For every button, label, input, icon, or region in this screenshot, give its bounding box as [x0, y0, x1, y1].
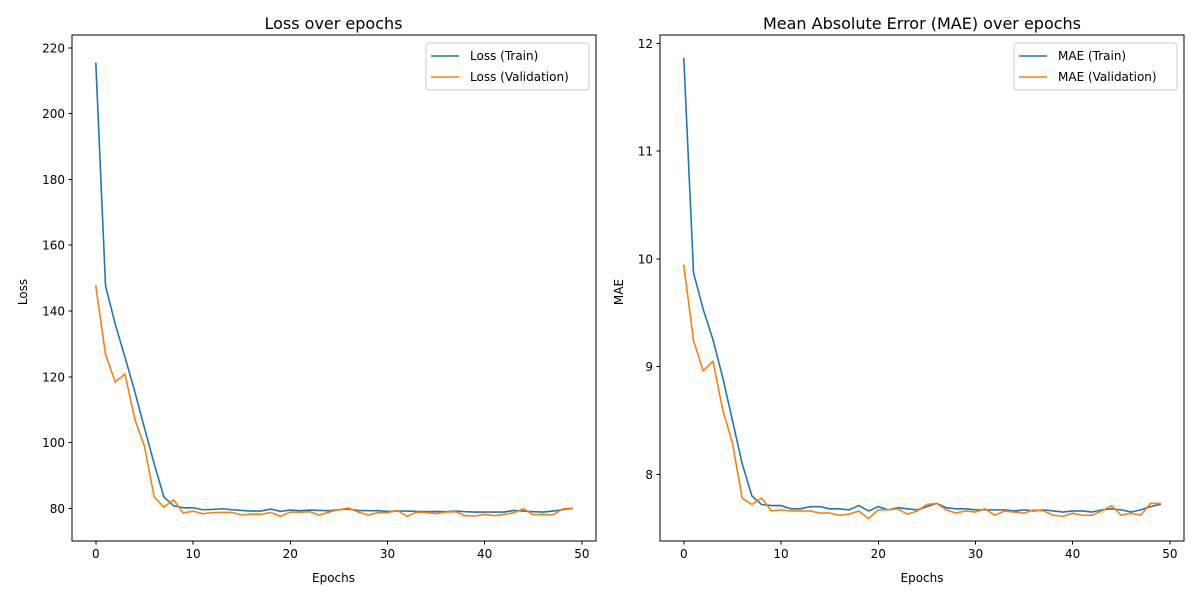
loss-ytick-label-220: 220: [42, 41, 65, 55]
mae-ytick-label-10: 10: [638, 252, 653, 266]
loss-ytick-label-160: 160: [42, 239, 65, 253]
mae-xtick-label-50: 50: [1162, 547, 1177, 561]
loss-series-train-line: [94, 62, 574, 513]
mae-chart-ticks: 0 10 20 30 40 50 8 9 10 11 12: [638, 37, 1178, 561]
mae-legend-box: [1013, 42, 1178, 91]
mae-series-validation-line: [682, 264, 1161, 520]
mae-chart-frame: [659, 34, 1185, 542]
loss-series-validation-line: [94, 285, 574, 518]
mae-series-train-line: [682, 57, 1162, 513]
mae-xtick-label-30: 30: [968, 547, 983, 561]
loss-chart-ylabel: Loss: [16, 279, 30, 305]
loss-ytick-label-80: 80: [50, 502, 65, 516]
loss-chart-title: Loss over epochs: [264, 14, 402, 33]
loss-xtick-label-20: 20: [283, 547, 298, 561]
mae-chart-legend: MAE (Train) MAE (Validation): [1013, 42, 1178, 91]
loss-xtick-label-10: 10: [185, 547, 200, 561]
mae-xtick-label-10: 10: [773, 547, 788, 561]
mae-xtick-label-20: 20: [871, 547, 886, 561]
loss-chart-ticks: 0 10 20 30 40 50 80 100 120 140 160 180 200 220: [42, 41, 589, 561]
mae-ytick-label-11: 11: [638, 145, 653, 159]
loss-ytick-label-120: 120: [42, 370, 65, 384]
mae-chart-ylabel: MAE: [612, 279, 626, 305]
loss-legend-box: [425, 42, 590, 91]
mae-xtick-label-0: 0: [680, 547, 688, 561]
loss-chart-frame: [71, 34, 597, 542]
mae-xtick-label-40: 40: [1065, 547, 1080, 561]
mae-ytick-label-8: 8: [645, 468, 653, 482]
loss-xtick-label-40: 40: [477, 547, 492, 561]
loss-ytick-label-180: 180: [42, 173, 65, 187]
loss-ytick-label-200: 200: [42, 107, 65, 121]
mae-ytick-label-12: 12: [638, 37, 653, 51]
loss-legend-train-label: Loss (Train): [470, 49, 538, 63]
loss-ytick-label-140: 140: [42, 305, 65, 319]
loss-xtick-label-50: 50: [574, 547, 589, 561]
mae-chart-title: Mean Absolute Error (MAE) over epochs: [763, 14, 1081, 33]
loss-xtick-label-30: 30: [380, 547, 395, 561]
mae-chart-xlabel: Epochs: [901, 571, 944, 585]
mae-legend-val-label: MAE (Validation): [1058, 70, 1157, 84]
mae-ytick-label-9: 9: [645, 360, 653, 374]
loss-chart-legend: Loss (Train) Loss (Validation): [425, 42, 590, 91]
loss-xtick-label-0: 0: [92, 547, 100, 561]
loss-ytick-label-100: 100: [42, 436, 65, 450]
mae-legend-train-label: MAE (Train): [1058, 49, 1126, 63]
loss-chart-xlabel: Epochs: [312, 571, 355, 585]
loss-chart-series: [94, 62, 574, 518]
mae-chart: Mean Absolute Error (MAE) over epochs Ep…: [612, 14, 1185, 585]
mae-chart-series: [682, 57, 1162, 520]
loss-legend-val-label: Loss (Validation): [470, 70, 569, 84]
loss-chart: Loss over epochs Epochs Loss 0 10 20 30 40 50…: [16, 14, 597, 585]
